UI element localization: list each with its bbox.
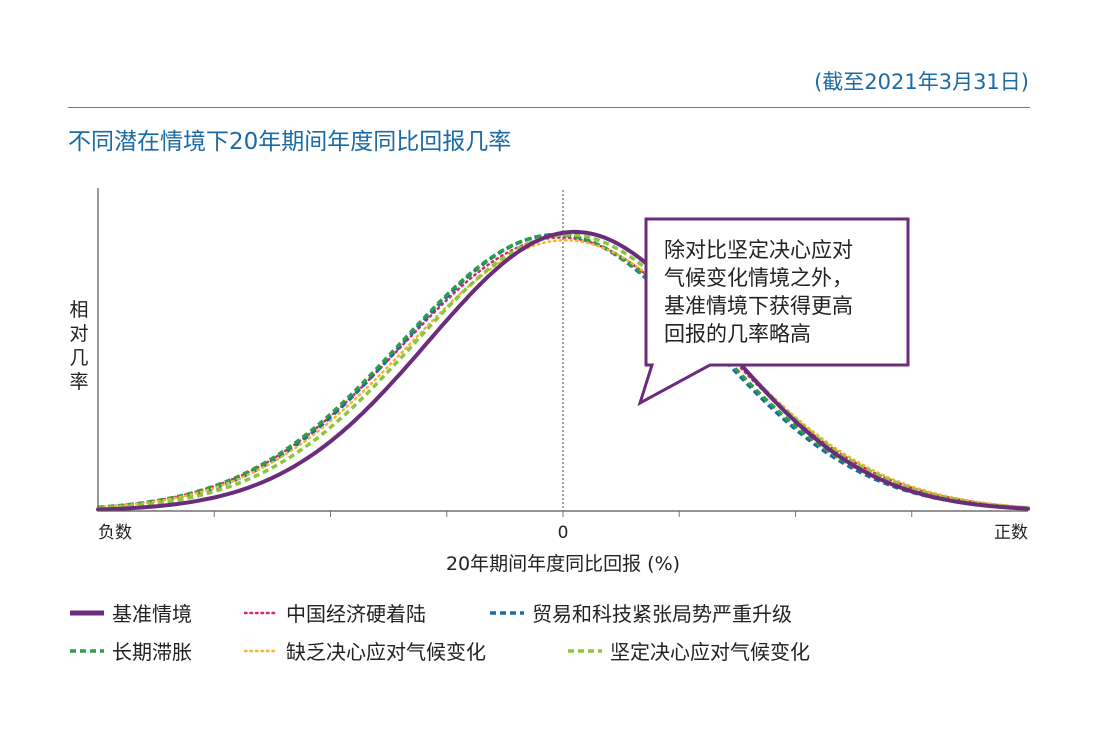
legend-swatch-solid [70,610,104,615]
x-axis-label: 20年期间年度同比回报 (%) [446,553,680,575]
x-axis-ticks [213,511,913,517]
x-tick-label-left: 负数 [98,523,132,543]
legend-item[interactable]: 坚定决心应对气候变化 [568,636,810,665]
y-axis-label-char: 对 [69,323,89,345]
legend-swatch-dotted [244,611,278,614]
header-divider [68,107,1030,108]
chart-title: 不同潜在情境下20年期间年度同比回报几率 [68,129,512,155]
y-axis-label: 相 对 几 率 [66,298,92,394]
x-tick-label-right: 正数 [994,523,1028,543]
legend-swatch-dotted [244,649,278,652]
annotation-line: 回报的几率略高 [664,322,811,346]
legend-swatch-dashed [70,648,104,653]
annotation-callout: 除对比坚定决心应对 气候变化情境之外， 基准情境下获得更高 回报的几率略高 [637,217,910,407]
series-line [96,239,1030,509]
legend-label: 中国经济硬着陆 [286,602,426,626]
series-layer [96,229,1030,512]
legend-label: 坚定决心应对气候变化 [610,640,810,664]
y-axis-label-char: 几 [69,347,89,369]
chart-plot: 负数 0 正数 20年期间年度同比回报 (%) 除对比坚定决心应对 气候变化情境… [96,188,1030,575]
legend-label: 贸易和科技紧张局势严重升级 [532,602,792,626]
legend-swatch-dashed [568,648,602,653]
legend-item[interactable]: 贸易和科技紧张局势严重升级 [490,598,792,627]
series-line [97,232,1029,510]
y-axis-label-char: 率 [69,371,89,393]
annotation-line: 气候变化情境之外， [664,266,853,290]
legend-swatch-dashed [490,610,524,615]
y-axis-label-char: 相 [69,299,89,321]
annotation-line: 基准情境下获得更高 [664,294,853,318]
legend-label: 长期滞胀 [112,640,192,664]
series-line [96,229,1030,512]
legend-label: 基准情境 [112,602,192,626]
date-note: (截至2021年3月31日) [814,70,1029,94]
legend-label: 缺乏决心应对气候变化 [286,640,486,664]
annotation-line: 除对比坚定决心应对 [664,238,853,262]
legend-item[interactable]: 中国经济硬着陆 [244,598,426,627]
legend-item[interactable]: 基准情境 [70,598,192,627]
legend-item[interactable]: 缺乏决心应对气候变化 [244,636,486,665]
annotation-box [637,217,910,407]
legend-item[interactable]: 长期滞胀 [70,636,192,665]
x-tick-label-zero: 0 [558,523,569,543]
